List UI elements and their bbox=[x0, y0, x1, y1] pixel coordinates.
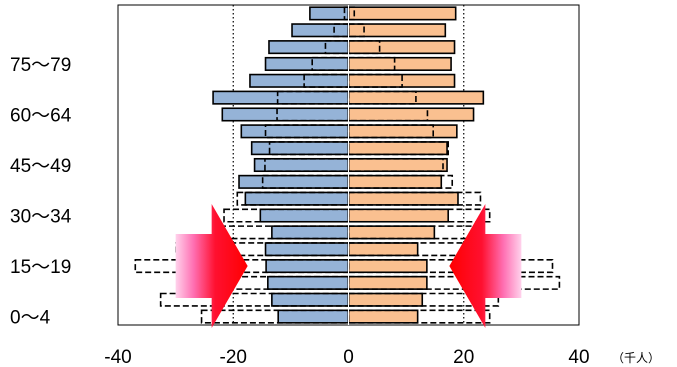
y-tick-label: 60〜64 bbox=[10, 105, 72, 126]
bar-left-18 bbox=[309, 6, 350, 21]
arrows-group bbox=[175, 204, 522, 329]
y-tick-label: 15〜19 bbox=[10, 257, 71, 278]
y-tick-label: 30〜34 bbox=[10, 207, 72, 228]
bar-right-12 bbox=[347, 107, 475, 122]
arrow-left-icon bbox=[449, 204, 522, 329]
bar-left-7 bbox=[244, 191, 350, 206]
arrow-right-icon bbox=[175, 204, 248, 329]
bar-left-8 bbox=[238, 174, 350, 189]
bar-right-0 bbox=[347, 309, 419, 324]
dashed-bar-left-11 bbox=[264, 124, 350, 139]
bar-left-11 bbox=[240, 124, 350, 139]
bar-right-2 bbox=[347, 275, 428, 290]
bar-right-8 bbox=[347, 174, 443, 189]
bar-left-14 bbox=[249, 73, 350, 88]
y-tick-label: 0〜4 bbox=[10, 308, 51, 329]
bar-left-5 bbox=[271, 225, 350, 240]
bar-right-3 bbox=[347, 259, 428, 274]
bar-right-15 bbox=[347, 56, 452, 71]
dashed-bar-left-9 bbox=[264, 157, 350, 173]
bar-right-6 bbox=[347, 208, 449, 223]
dashed-bar-right-11 bbox=[347, 124, 435, 139]
bar-left-15 bbox=[264, 56, 350, 71]
bar-left-13 bbox=[212, 90, 350, 105]
bar-right-16 bbox=[347, 40, 456, 55]
x-tick-label: -40 bbox=[104, 347, 131, 367]
bar-right-1 bbox=[347, 292, 424, 307]
dashed-bar-right-2 bbox=[347, 275, 561, 290]
bar-left-10 bbox=[250, 141, 350, 156]
bar-left-9 bbox=[253, 157, 350, 173]
y-tick-label: 45〜49 bbox=[10, 156, 71, 177]
x-tick-label: -20 bbox=[220, 347, 247, 367]
bar-right-9 bbox=[347, 157, 448, 173]
bar-left-17 bbox=[291, 23, 350, 38]
bar-left-6 bbox=[259, 208, 350, 223]
x-tick-labels: -40 -20 0 20 40 bbox=[104, 347, 589, 367]
x-tick-label: 0 bbox=[343, 347, 354, 367]
bar-right-10 bbox=[347, 141, 448, 156]
dashed-bar-left-15 bbox=[311, 56, 350, 71]
bar-right-18 bbox=[347, 6, 457, 21]
unit-label: （千人） bbox=[612, 351, 660, 365]
bar-right-11 bbox=[347, 124, 458, 139]
dashed-bar-right-16 bbox=[347, 40, 381, 55]
bar-right-17 bbox=[347, 23, 447, 38]
bar-left-12 bbox=[221, 107, 350, 122]
y-tick-labels: 0〜4 15〜19 30〜34 45〜49 60〜64 75〜79 bbox=[10, 55, 72, 329]
y-tick-label: 75〜79 bbox=[10, 55, 71, 76]
x-tick-label: 20 bbox=[453, 347, 474, 367]
bar-left-3 bbox=[265, 259, 350, 274]
bar-left-2 bbox=[267, 275, 350, 290]
bar-right-7 bbox=[347, 191, 459, 206]
bar-left-1 bbox=[271, 292, 350, 307]
bar-left-4 bbox=[264, 242, 350, 257]
bar-right-4 bbox=[347, 242, 419, 257]
bar-right-5 bbox=[347, 225, 436, 240]
bar-left-0 bbox=[277, 309, 350, 324]
dashed-bar-right-14 bbox=[347, 73, 403, 88]
bar-left-16 bbox=[268, 40, 350, 55]
x-tick-label: 40 bbox=[568, 347, 589, 367]
